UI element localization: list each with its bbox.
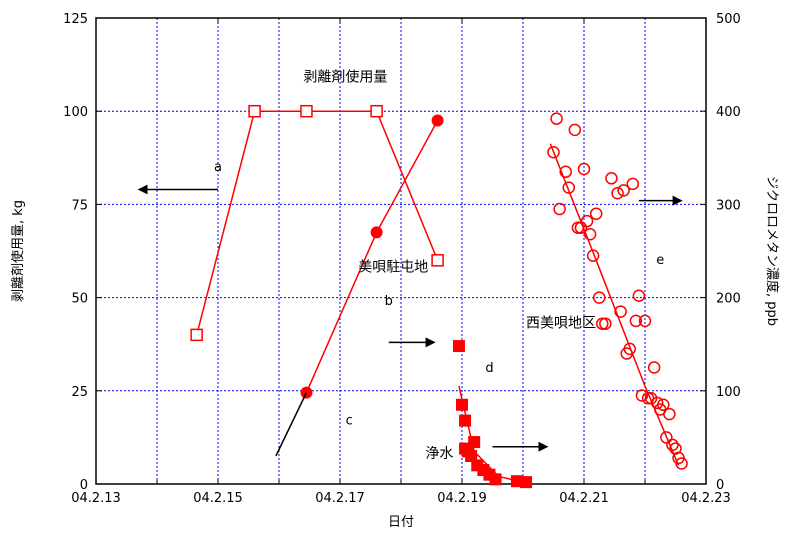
series-e-point <box>562 181 575 194</box>
grid <box>96 18 706 484</box>
series-letter-label: d <box>485 361 493 376</box>
series-d-point <box>465 450 478 463</box>
series-b-point <box>300 386 313 399</box>
y-left-tick-label: 100 <box>63 105 88 120</box>
x-tick-label: 04.2.19 <box>437 491 487 506</box>
x-tick-label: 04.2.13 <box>71 491 121 506</box>
series-e-point <box>559 165 572 179</box>
y-left-axis-title: 剥離剤使用量, kg <box>10 200 26 302</box>
y-right-tick-label: 200 <box>716 292 741 307</box>
series-e-point <box>663 407 676 421</box>
y-left-tick-label: 75 <box>71 198 88 213</box>
y-left-tick-label: 25 <box>71 385 88 400</box>
series-e-trend-line <box>549 143 680 466</box>
y-right-tick-label: 400 <box>716 105 741 120</box>
x-tick-label: 04.2.15 <box>193 491 243 506</box>
series-e-point <box>550 112 563 125</box>
series-e-point <box>589 207 603 220</box>
series-e-point <box>599 317 612 330</box>
series-d-point <box>459 414 472 427</box>
x-tick-label: 04.2.17 <box>315 491 365 506</box>
series-e-point <box>617 184 630 197</box>
x-tick-label: 04.2.23 <box>681 491 731 506</box>
series-e-point <box>657 398 670 412</box>
annotation-label: 西美唄地区 <box>526 315 596 331</box>
series-e-point <box>580 214 594 228</box>
series-e-point <box>623 342 636 356</box>
series-d-point <box>489 473 502 486</box>
series-a-point <box>190 328 203 342</box>
series-e-trend <box>549 143 680 466</box>
series-a-point <box>248 104 261 118</box>
series-e-point <box>614 305 627 318</box>
series-letter-label: e <box>656 253 664 268</box>
series-d <box>452 340 533 489</box>
series-b <box>300 114 444 399</box>
series-group <box>190 104 688 489</box>
series-d-trend <box>458 385 524 483</box>
series-letter-label: c <box>346 413 353 428</box>
series-letter-label: b <box>385 294 393 309</box>
series-a <box>190 104 444 342</box>
series-e-point <box>596 317 609 330</box>
annotation-label: 美唄駐屯地 <box>358 260 428 276</box>
y-right-tick-label: 300 <box>716 198 741 213</box>
y-right-tick-label: 0 <box>716 478 724 493</box>
series-e-point <box>635 389 649 402</box>
series-e-point <box>626 177 640 191</box>
annotation-label: 剥離剤使用量 <box>303 68 387 85</box>
series-d-point <box>468 436 481 449</box>
series-a-point <box>300 104 313 118</box>
series-e-point <box>605 172 618 185</box>
series-a-point <box>370 104 383 118</box>
y-left-tick-label: 125 <box>63 12 88 27</box>
series-b-point <box>370 226 383 239</box>
series-letter-label: a <box>214 160 222 175</box>
x-tick-label: 04.2.21 <box>559 491 609 506</box>
series-e-point <box>586 249 600 262</box>
series-e-point <box>583 227 597 241</box>
series-d-point <box>456 398 468 411</box>
axis-ticks: 04.2.13 04.2.15 04.2.17 04.2.19 04.2.21 04.2.… <box>63 12 741 506</box>
series-e <box>547 112 688 470</box>
series-b-line <box>305 120 439 394</box>
y-right-axis-title: ジクロロメタン濃度, ppb <box>764 176 780 326</box>
series-e-point <box>647 361 661 374</box>
series-e-point <box>553 202 566 216</box>
y-right-tick-label: 100 <box>716 385 741 400</box>
y-left-tick-label: 50 <box>71 292 88 307</box>
y-left-tick-label: 0 <box>80 478 88 493</box>
annotation-label: 浄水 <box>425 446 453 462</box>
series-d-point <box>452 340 465 353</box>
x-axis-title: 日付 <box>388 515 414 530</box>
series-e-point <box>675 457 688 470</box>
series-c-line <box>275 392 308 457</box>
series-e-point <box>568 123 582 137</box>
series-e-point <box>593 291 606 304</box>
series-e-point <box>638 314 652 328</box>
series-e-point <box>577 162 591 176</box>
series-b-point <box>431 114 444 127</box>
series-e-point <box>629 314 643 328</box>
series-c <box>275 392 308 457</box>
series-d-trend-line <box>458 385 524 483</box>
series-e-point <box>632 289 646 302</box>
series-d-point <box>520 476 533 489</box>
series-a-point <box>431 254 444 267</box>
arrows-group <box>137 184 683 452</box>
series-e-point <box>660 431 673 444</box>
y-right-tick-label: 500 <box>716 12 741 27</box>
series-e-point <box>547 145 560 159</box>
series-e-point <box>611 186 624 200</box>
